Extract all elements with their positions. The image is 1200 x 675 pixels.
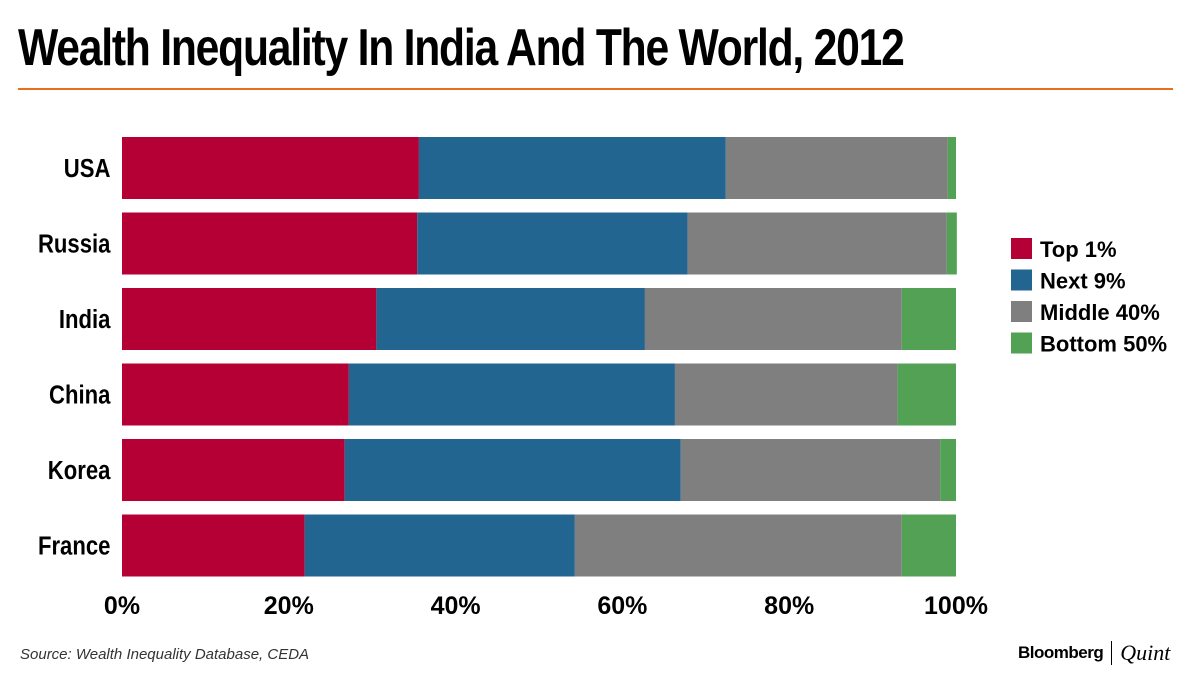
legend-label: Middle 40% — [1040, 300, 1160, 325]
bar-segment-korea-0 — [122, 439, 345, 501]
legend-swatch — [1011, 238, 1032, 259]
category-label: Korea — [48, 456, 111, 485]
legend-label: Top 1% — [1040, 237, 1117, 262]
bar-segment-korea-3 — [940, 439, 956, 501]
bar-segment-russia-0 — [122, 212, 418, 275]
bar-segment-russia-1 — [417, 212, 688, 275]
logo-separator — [1111, 641, 1113, 665]
bar-segment-china-2 — [674, 363, 898, 426]
bar-segment-india-2 — [644, 288, 902, 350]
bar-segment-india-0 — [122, 288, 377, 350]
category-label: USA — [64, 154, 111, 183]
bar-segment-usa-3 — [947, 137, 956, 199]
x-tick-label: 80% — [764, 592, 814, 620]
category-label: Russia — [38, 230, 111, 259]
chart-title: Wealth Inequality In India And The World… — [18, 19, 905, 77]
x-tick-label: 40% — [431, 592, 481, 620]
x-tick-label: 0% — [104, 592, 140, 620]
bar-segment-india-1 — [376, 288, 645, 350]
legend-label: Next 9% — [1040, 269, 1126, 294]
bar-segment-usa-0 — [122, 137, 419, 199]
bar-segment-france-3 — [901, 514, 956, 577]
legend-swatch — [1011, 269, 1032, 291]
legend-swatch — [1011, 332, 1032, 354]
bar-segment-china-1 — [348, 363, 675, 426]
bar-segment-russia-3 — [946, 212, 957, 275]
category-label: China — [49, 381, 111, 410]
category-label: France — [38, 532, 110, 561]
source-note: Source: Wealth Inequality Database, CEDA — [20, 646, 310, 663]
bar-segment-france-2 — [574, 514, 902, 577]
bar-segment-france-0 — [122, 514, 305, 577]
bar-segment-russia-2 — [687, 212, 947, 275]
x-tick-label: 60% — [597, 592, 647, 620]
logo-sub: Quint — [1120, 640, 1171, 665]
x-tick-label: 20% — [264, 592, 314, 620]
legend-swatch — [1011, 301, 1032, 322]
category-label: India — [59, 305, 111, 334]
x-tick-label: 100% — [924, 592, 988, 620]
legend-label: Bottom 50% — [1040, 332, 1167, 357]
bar-segment-korea-1 — [344, 439, 681, 501]
bar-segment-china-0 — [122, 363, 349, 426]
title-divider — [18, 88, 1173, 90]
bar-segment-usa-1 — [418, 137, 726, 199]
publisher-logo: Bloomberg Quint — [1018, 640, 1170, 666]
logo-brand: Bloomberg — [1018, 643, 1104, 662]
bar-segment-usa-2 — [725, 137, 948, 199]
bar-segment-korea-2 — [680, 439, 941, 501]
bar-segment-india-3 — [901, 288, 956, 350]
bar-segment-china-3 — [897, 363, 956, 426]
bar-segment-france-1 — [304, 514, 575, 577]
